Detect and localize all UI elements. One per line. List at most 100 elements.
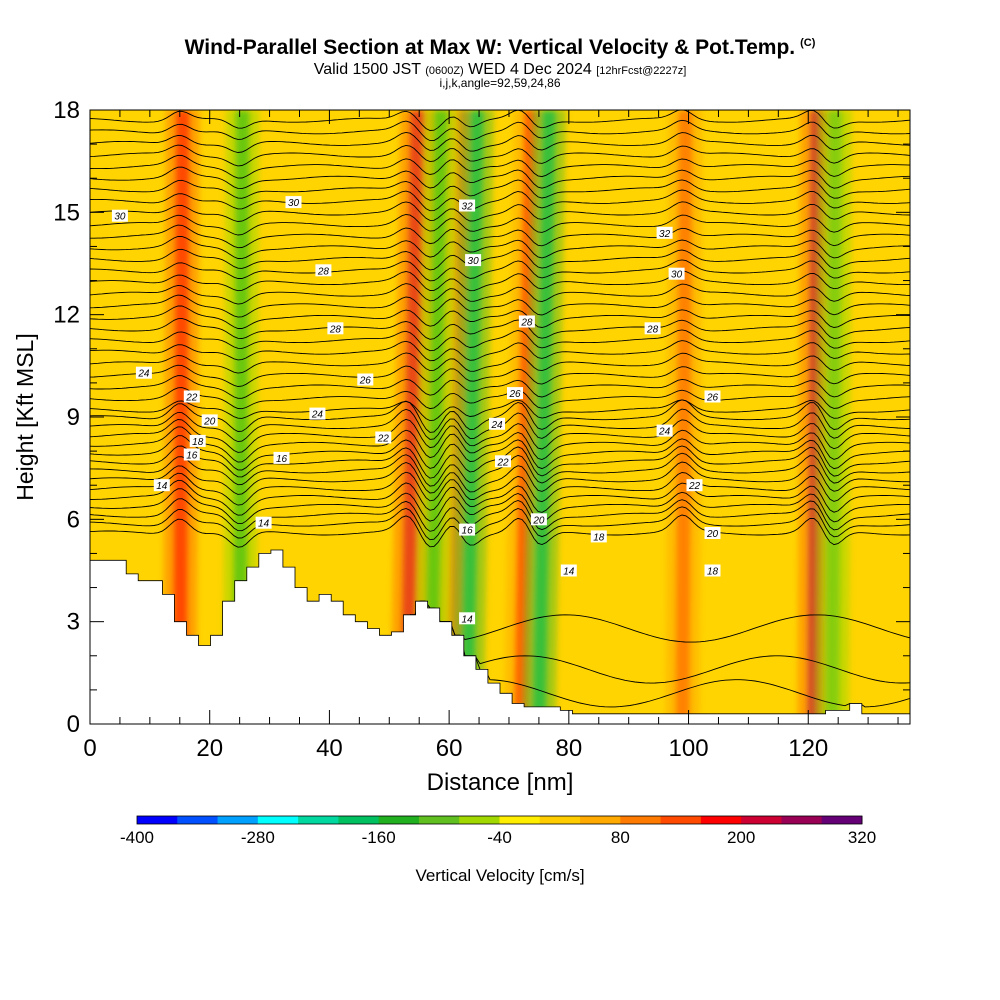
contour-label: 18 [590, 530, 607, 543]
contour-label-text: 30 [671, 270, 683, 281]
colorbar-swatch [580, 816, 621, 824]
contour-label-text: 32 [462, 202, 474, 213]
contour-label: 26 [704, 390, 721, 404]
theta-contour [90, 340, 910, 362]
colorbar-tick-label: -40 [487, 828, 512, 847]
contour-label: 24 [656, 424, 673, 438]
x-tick-label: 40 [316, 735, 343, 762]
x-tick-label: 0 [83, 735, 96, 762]
theta-contour [90, 488, 910, 525]
theta-contour [90, 283, 910, 305]
y-tick-label: 9 [67, 404, 80, 431]
downdraft-halo-9 [414, 110, 458, 724]
theta-contour [90, 506, 910, 541]
y-tick-label: 3 [67, 609, 80, 636]
contour-label: 26 [357, 373, 374, 387]
contour-label-text: 24 [490, 420, 503, 431]
contour-label-text: 14 [258, 519, 270, 530]
contour-label: 14 [153, 479, 170, 492]
colorbar-swatch [298, 816, 339, 824]
contour-label-bg [135, 366, 152, 379]
colorbar-swatch [660, 816, 702, 824]
x-tick-label: 120 [788, 735, 828, 762]
theta-contour [90, 259, 910, 282]
theta-contour [90, 236, 910, 260]
colorbar-swatch [177, 816, 219, 824]
contour-label: 14 [459, 612, 476, 625]
contour-label-bg [530, 513, 547, 526]
colorbar: -400 -280 -160 -40 80 200 320 [120, 815, 876, 847]
downdraft-halo-10 [815, 110, 852, 724]
contour-label-text: 28 [329, 324, 342, 335]
theta-contour [90, 329, 910, 352]
updraft-halo-0 [162, 110, 200, 724]
contour-label-text: 26 [706, 393, 719, 404]
contour-label-text: 20 [706, 529, 719, 540]
theta-contour [90, 131, 910, 153]
contour-label-bg [153, 479, 170, 492]
contour-label: 32 [459, 199, 476, 213]
contour-label-bg [590, 530, 607, 543]
contour-label-bg [375, 431, 392, 444]
theta-contour [90, 270, 910, 292]
contour-label-text: 14 [563, 567, 575, 578]
contour-label-text: 16 [186, 451, 198, 462]
contour-label: 16 [273, 451, 290, 465]
chart-title: Wind-Parallel Section at Max W: Vertical… [0, 36, 1000, 60]
theta-contour [90, 514, 910, 548]
title-units-tag: (C) [800, 37, 816, 49]
theta-contour [90, 461, 910, 495]
contour-label: 22 [495, 455, 511, 468]
contour-label: 24 [489, 417, 505, 431]
contour-label: 16 [459, 523, 476, 537]
contour-label-bg [183, 390, 200, 403]
contour-label: 28 [327, 322, 344, 335]
contour-label: 24 [135, 366, 152, 380]
y-tick-label: 12 [53, 302, 80, 329]
valid-zulu: (0600Z) [425, 65, 464, 77]
theta-contour [90, 452, 910, 487]
contour-label-text: 32 [659, 229, 671, 240]
contour-label-text: 14 [156, 481, 168, 492]
contour-label-text: 18 [707, 567, 719, 578]
y-tick-label: 6 [67, 506, 80, 533]
contour-label-text: 22 [377, 434, 390, 445]
theta-contour [90, 144, 910, 167]
contour-label: 14 [255, 516, 272, 530]
colorbar-swatch [821, 816, 863, 824]
contour-label-text: 18 [192, 437, 204, 448]
contour-label-bg [309, 407, 326, 420]
contour-label-text: 24 [311, 410, 324, 421]
contour-label-bg [668, 267, 685, 280]
theta-contour [90, 224, 910, 249]
contour-label-bg [459, 612, 476, 625]
contour-label-text: 26 [508, 389, 521, 400]
colorbar-swatch [741, 816, 782, 824]
contour-label: 22 [375, 431, 392, 445]
contour-label-bg [189, 434, 206, 447]
contour-label-text: 24 [137, 369, 150, 380]
colorbar-tick-label: -160 [362, 828, 396, 847]
contour-label-text: 16 [462, 526, 474, 537]
colorbar-tick-label: 320 [848, 828, 876, 847]
colorbar-tick-label: 80 [611, 828, 630, 847]
contour-label: 18 [189, 434, 206, 448]
contour-label-bg [644, 322, 661, 335]
contour-label-text: 18 [593, 532, 605, 543]
x-tick-label: 100 [669, 735, 709, 762]
colorbar-swatch [217, 816, 259, 824]
contour-label-bg [285, 196, 302, 209]
downdraft-halo-7 [450, 110, 494, 724]
theta-contour [90, 248, 910, 271]
y-axis-label: Height [Kft MSL] [12, 333, 38, 500]
contour-label-text: 14 [462, 614, 474, 625]
contour-label: 32 [656, 226, 673, 240]
colorbar-swatch [700, 816, 742, 824]
contour-label: 18 [704, 564, 721, 578]
contour-label-text: 22 [688, 481, 701, 492]
theta-contour [90, 418, 910, 453]
contour-label-text: 28 [520, 318, 533, 329]
colorbar-swatch [137, 816, 178, 824]
colorbar-swatch [338, 816, 380, 824]
